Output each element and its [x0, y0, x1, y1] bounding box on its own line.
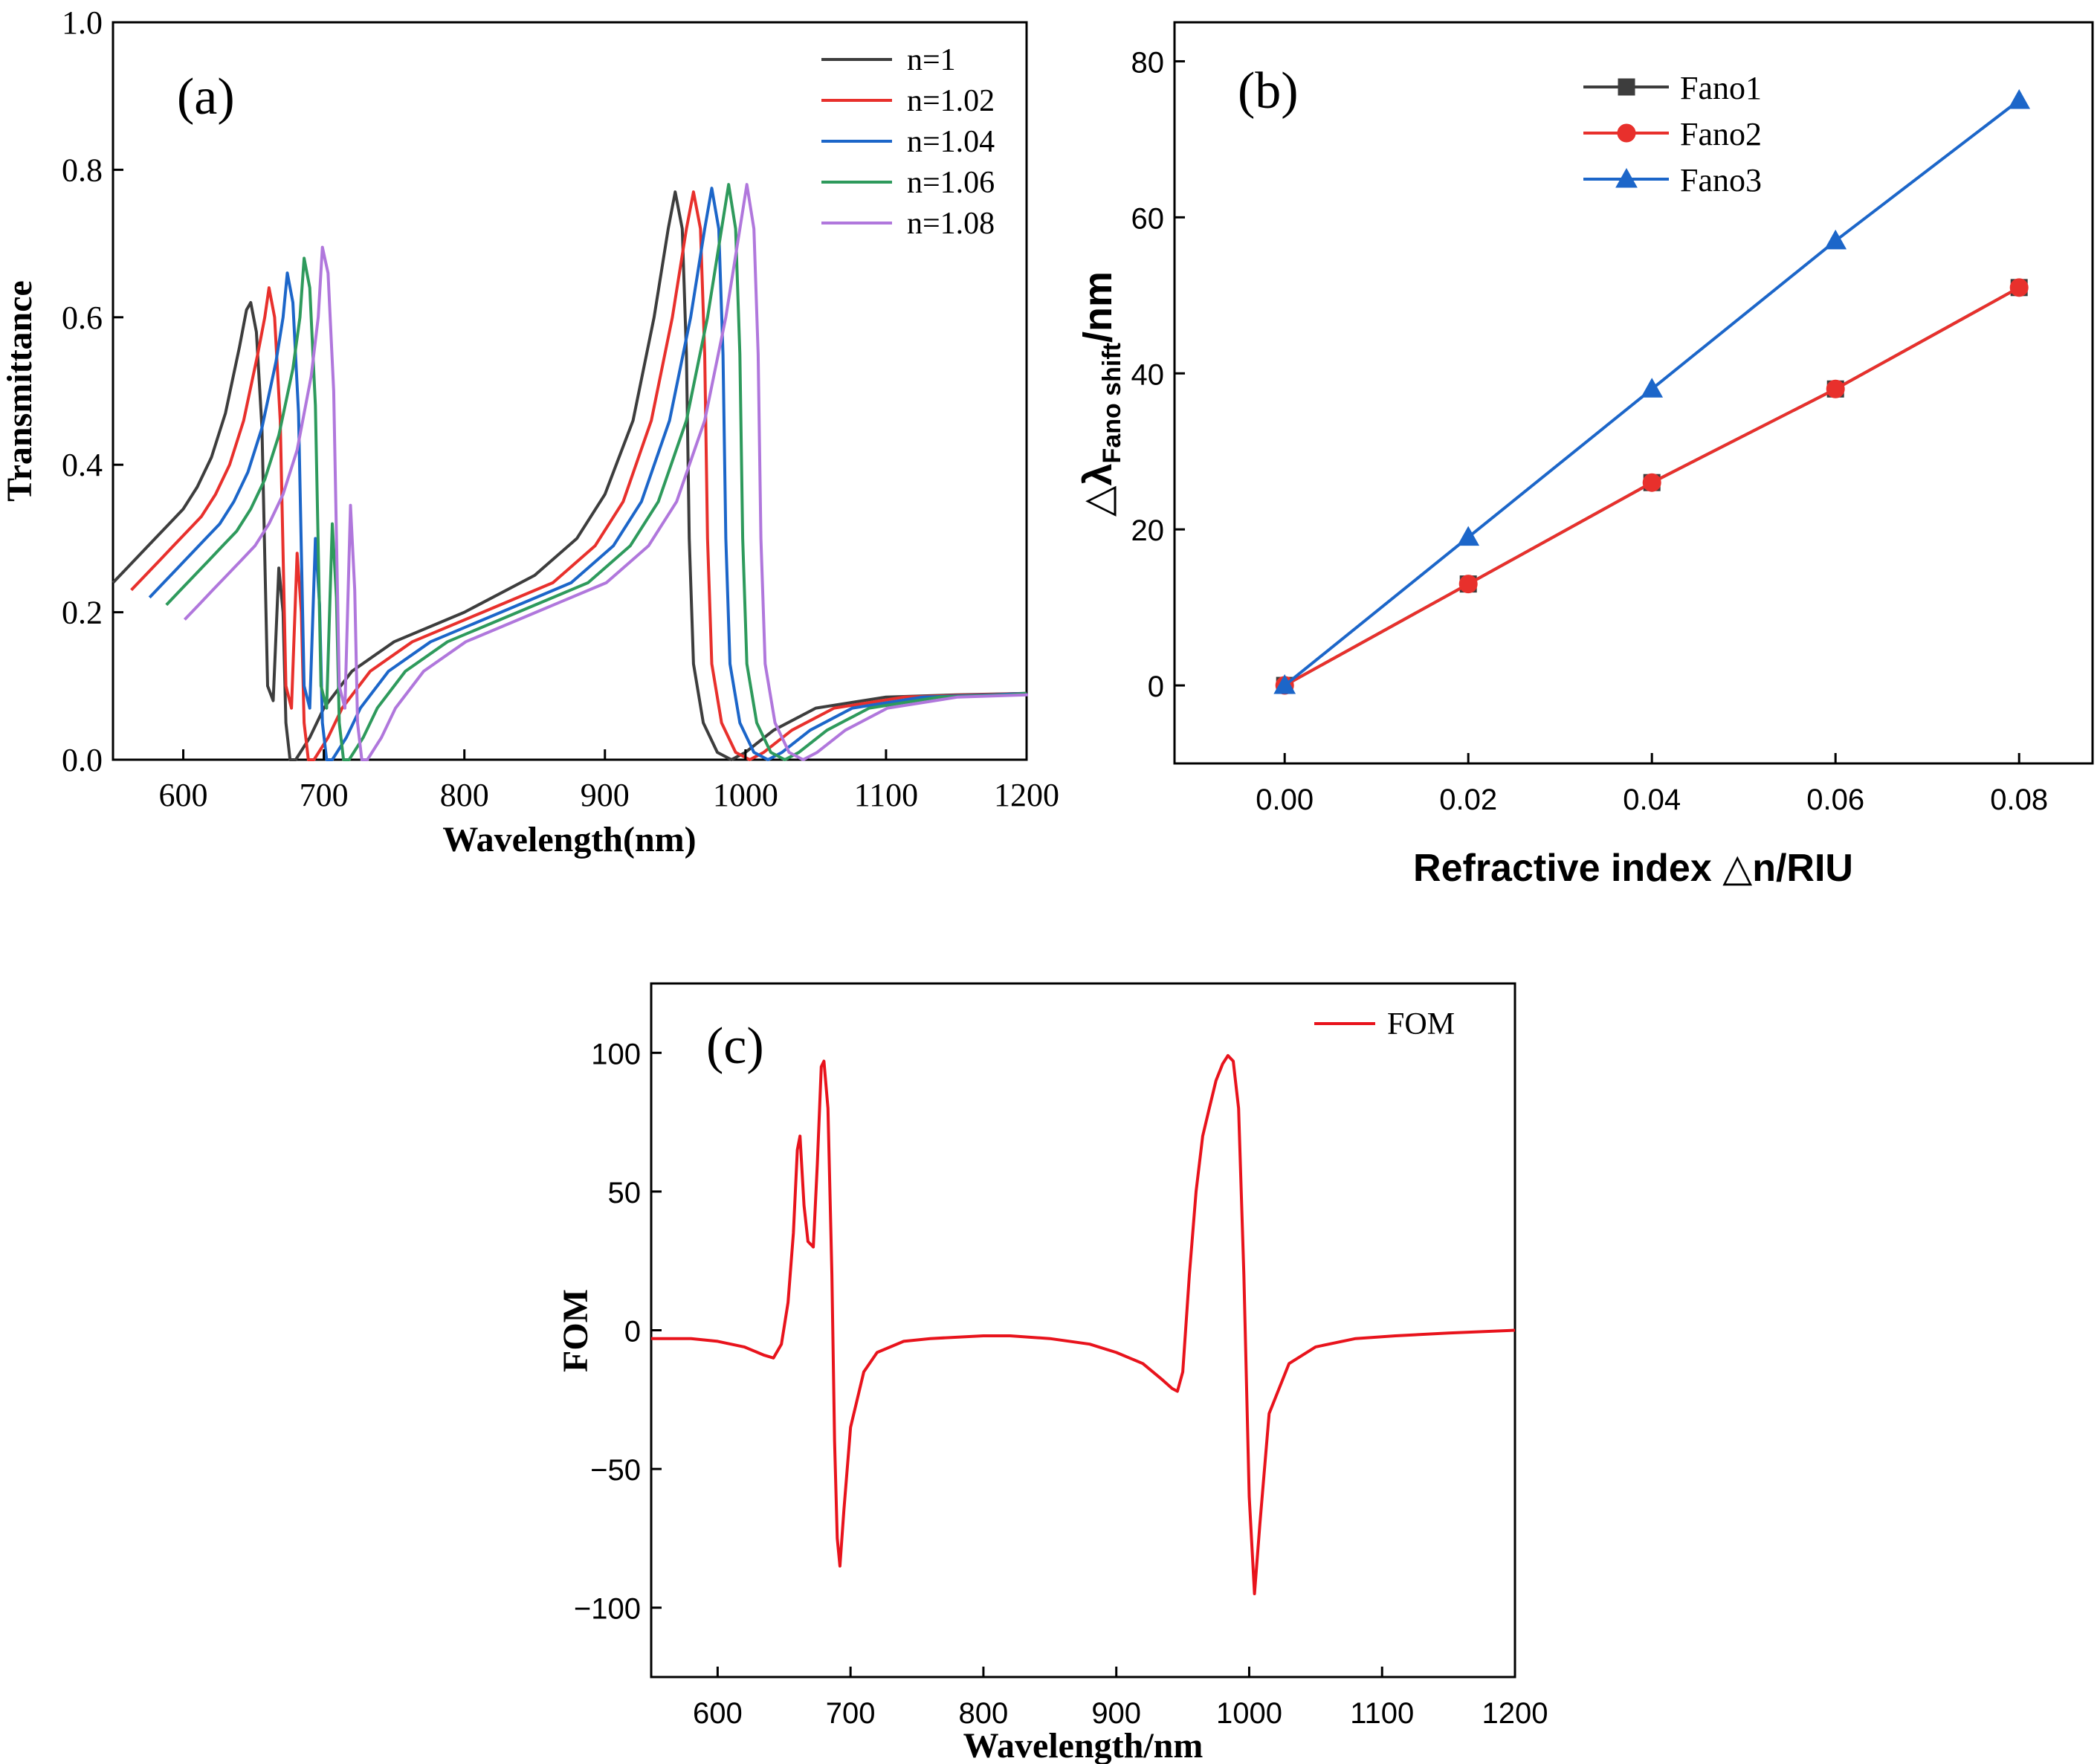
plot-frame-a: [112, 21, 1028, 761]
x-tick-label: 800: [440, 777, 489, 813]
x-tick-label: 900: [581, 777, 630, 813]
panel-c-fom-chart: 600 700 800 900 1000 1100 1200 −100 −50 0 50 100 (…: [556, 982, 1548, 1764]
panel-label-a: (a): [177, 68, 235, 126]
plot-frame-c: [650, 982, 1516, 1679]
x-tick-label: 1000: [1216, 1697, 1282, 1730]
y-axis-label-b: △λFano shift/nm: [1076, 271, 1126, 517]
y-tick-label: 0.4: [62, 447, 103, 483]
x-tick-label: 0.04: [1623, 784, 1681, 816]
x-ticks-a: 600 700 800 900 1000 1100 1200: [159, 749, 1059, 813]
x-tick-label: 700: [300, 777, 349, 813]
plot-frame-b: [1173, 21, 2094, 765]
legend-label: n=1.06: [907, 166, 995, 200]
data-point: [2009, 278, 2029, 297]
data-point: [1617, 123, 1636, 143]
legend-label: n=1.04: [907, 125, 995, 159]
legend-label: Fano3: [1680, 162, 1762, 198]
x-axis-label-b: Refractive index △n/RIU: [1413, 847, 1853, 890]
y-tick-label: 20: [1131, 514, 1165, 547]
series-line: [651, 1054, 1516, 1595]
y-ticks-a: 0.0 0.2 0.4 0.6 0.8 1.0: [62, 4, 123, 778]
data-point: [1826, 379, 1845, 398]
panel-label-b: (b): [1238, 62, 1299, 120]
y-tick-label: 0.2: [62, 595, 103, 631]
data-point: [1273, 674, 1296, 694]
data-point: [1642, 473, 1661, 492]
y-axis-label-a: Transmittance: [0, 280, 39, 502]
data-point: [1458, 575, 1478, 594]
x-axis-label-c: Wavelength/nm: [963, 1726, 1204, 1764]
data-point: [2008, 88, 2031, 109]
x-tick-label: 600: [159, 777, 208, 813]
x-tick-label: 0.00: [1256, 784, 1314, 816]
svg-text:△λFano shift/nm: △λFano shift/nm: [1076, 271, 1126, 517]
legend-label: n=1.08: [907, 207, 995, 241]
y-axis-label-b-sub: Fano shift: [1098, 343, 1126, 463]
y-tick-label: 0.0: [62, 742, 103, 778]
y-tick-label: −50: [590, 1454, 641, 1487]
y-tick-label: 1.0: [62, 4, 103, 41]
series-line: [148, 187, 1027, 761]
legend-b: Fano1 Fano2 Fano3: [1583, 70, 1762, 198]
y-ticks-b: 0 20 40 60 80: [1131, 46, 1185, 703]
x-axis-label-a: Wavelength(nm): [442, 820, 696, 859]
x-ticks-b: 0.00 0.02 0.04 0.06 0.08: [1256, 753, 2048, 816]
data-point: [1641, 378, 1664, 398]
y-tick-label: 0.8: [62, 152, 103, 188]
y-tick-label: 0: [624, 1316, 641, 1348]
legend-c: FOM: [1314, 1007, 1455, 1041]
y-tick-label: 40: [1131, 358, 1165, 391]
series-line: [183, 183, 1028, 761]
legend-label: n=1.02: [907, 84, 995, 118]
x-tick-label: 1200: [994, 777, 1059, 813]
x-tick-label: 700: [826, 1697, 876, 1730]
y-tick-label: 50: [608, 1177, 642, 1209]
x-tick-label: 0.02: [1439, 784, 1497, 816]
series-line: [165, 183, 1027, 761]
legend-a: n=1 n=1.02 n=1.04 n=1.06 n=1.08: [821, 43, 995, 241]
x-tick-label: 1100: [854, 777, 918, 813]
data-point: [1824, 229, 1847, 250]
panel-label-c: (c): [706, 1018, 764, 1075]
panel-b-shift-chart: 0.00 0.02 0.04 0.06 0.08 0 20 40 60 80 (b) Fano1…: [1076, 21, 2094, 890]
y-tick-label: −100: [574, 1593, 641, 1626]
legend-label: FOM: [1387, 1007, 1455, 1041]
panel-a-transmittance-chart: 600 700 800 900 1000 1100 1200 0.0 0.2 0.4 0.6 0.8…: [0, 4, 1059, 859]
x-tick-label: 800: [959, 1697, 1009, 1730]
x-tick-label: 900: [1091, 1697, 1141, 1730]
x-tick-label: 1200: [1482, 1697, 1548, 1730]
x-tick-label: 600: [693, 1697, 743, 1730]
series-line: [112, 190, 1027, 761]
series-group-c: [651, 1054, 1516, 1595]
y-tick-label: 0.6: [62, 300, 103, 336]
y-axis-label-b-main: △λ: [1076, 463, 1120, 517]
data-point: [1615, 167, 1638, 188]
y-tick-label: 0: [1148, 671, 1164, 703]
y-tick-label: 100: [591, 1038, 641, 1070]
legend-label: Fano1: [1680, 70, 1762, 106]
x-ticks-c: 600 700 800 900 1000 1100 1200: [693, 1667, 1548, 1730]
series-group-a: [112, 183, 1028, 761]
data-point: [1618, 78, 1635, 96]
x-tick-label: 1000: [713, 777, 778, 813]
y-tick-label: 80: [1131, 46, 1165, 79]
x-tick-label: 0.06: [1806, 784, 1864, 816]
y-ticks-c: −100 −50 0 50 100: [574, 1038, 662, 1626]
x-tick-label: 1100: [1350, 1697, 1414, 1730]
y-axis-label-c: FOM: [556, 1289, 595, 1372]
data-point: [1457, 526, 1480, 546]
series-group-b: [1273, 88, 2031, 695]
legend-label: Fano2: [1680, 116, 1762, 152]
y-tick-label: 60: [1131, 202, 1165, 235]
y-axis-label-b-tail: /nm: [1076, 271, 1120, 343]
legend-label: n=1: [907, 43, 956, 77]
x-tick-label: 0.08: [1990, 784, 2048, 816]
